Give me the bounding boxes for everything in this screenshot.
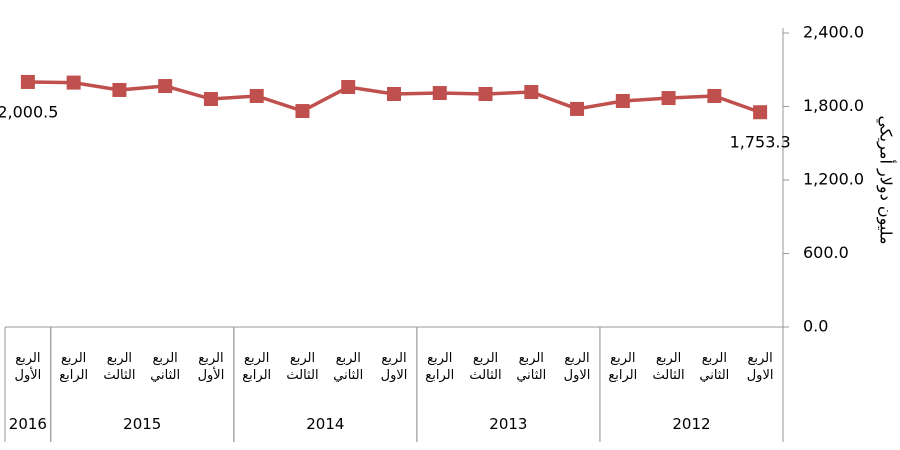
y-tick-label: 600.0: [803, 243, 849, 262]
year-label: 2015: [123, 415, 162, 433]
marker: [524, 85, 539, 100]
x-tick-label: الربع الاول: [563, 351, 591, 383]
marker: [203, 92, 218, 107]
x-tick-label: الربع الثاني: [150, 351, 181, 383]
x-tick-label: الربع الثاني: [333, 351, 364, 383]
marker: [66, 75, 81, 90]
x-tick-label: الربع الثالث: [469, 351, 502, 383]
marker: [158, 79, 173, 94]
x-tick-label: الربع الرابع: [425, 351, 455, 383]
year-label: 2012: [672, 415, 711, 433]
x-tick-label: الربع الأول: [197, 351, 225, 383]
year-label: 2016: [8, 415, 47, 433]
marker: [753, 105, 768, 120]
marker: [432, 86, 447, 101]
x-tick-label: الربع الثالث: [103, 351, 136, 383]
year-label: 2014: [306, 415, 345, 433]
marker: [387, 87, 401, 102]
marker: [707, 88, 722, 103]
marker: [20, 74, 35, 89]
y-axis-title: مليون دولار أمريكي: [876, 115, 897, 244]
marker: [478, 87, 493, 102]
marker: [341, 80, 356, 95]
x-tick-label: الربع الثاني: [699, 351, 730, 383]
marker: [661, 91, 676, 106]
x-tick-label: الربع الأول: [14, 351, 42, 383]
data-label: 2,000.5: [0, 102, 58, 121]
x-tick-label: الربع الثالث: [286, 351, 319, 383]
x-tick-label: الربع الرابع: [242, 351, 272, 383]
marker: [249, 88, 264, 103]
x-tick-label: الربع الرابع: [608, 351, 638, 383]
marker: [570, 101, 585, 116]
x-tick-label: الربع الاول: [380, 351, 408, 383]
x-tick-label: الربع الثاني: [516, 351, 547, 383]
y-tick-label: 1,800.0: [803, 96, 864, 115]
x-tick-label: الربع الثالث: [652, 351, 685, 383]
y-tick-label: 0.0: [803, 317, 828, 336]
y-tick-label: 2,400.0: [803, 23, 864, 42]
marker: [295, 104, 310, 119]
data-label: 1,753.3: [730, 133, 791, 152]
marker: [615, 93, 630, 108]
marker: [112, 82, 127, 97]
x-tick-label: الربع الرابع: [59, 351, 89, 383]
x-tick-label: الربع الاول: [746, 351, 774, 383]
year-label: 2013: [489, 415, 528, 433]
y-tick-label: 1,200.0: [803, 170, 864, 189]
